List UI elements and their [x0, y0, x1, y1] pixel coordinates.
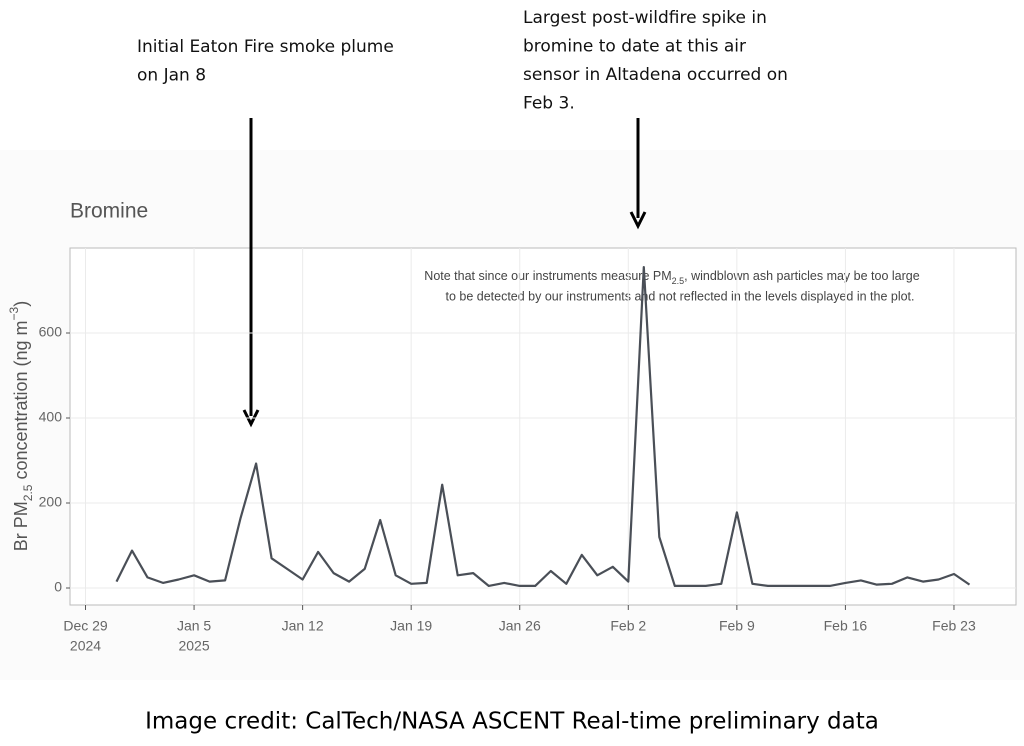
y-axis-label: Br PM2.5 concentration (ng m−3) [7, 301, 35, 551]
chart-title: Bromine [70, 200, 148, 223]
note-line: Note that since our instruments measure … [424, 269, 919, 286]
x-tick-label: Feb 23 [932, 618, 976, 634]
x-tick-label: Feb 16 [824, 618, 868, 634]
note-part: Note that since our instruments measure … [424, 269, 671, 283]
annotations: Initial Eaton Fire smoke plume on Jan 8 La… [137, 8, 788, 114]
y-axis-title-part: Br PM [11, 501, 31, 551]
plot-frame [69, 247, 1017, 606]
note: Note that since our instruments measure … [424, 269, 919, 303]
x-tick-label: Jan 12 [282, 618, 324, 634]
x-tick-year: 2024 [70, 638, 101, 654]
annotation-line: bromine to date at this air [523, 37, 746, 57]
y-axis-title-part: concentration (ng m [11, 320, 31, 484]
x-tick-label: Jan 19 [390, 618, 432, 634]
annotation-line: on Jan 8 [137, 66, 206, 86]
y-axis-title-part: 2.5 [21, 484, 35, 501]
x-tick-label: Dec 29 [63, 618, 108, 634]
arrow-head [242, 409, 260, 428]
note-part: 2.5 [672, 276, 685, 286]
annotation-line: Largest post-wildfire spike in [523, 8, 767, 28]
y-tick-label: 200 [39, 494, 63, 510]
x-tick-label: Jan 26 [499, 618, 541, 634]
note-part: , windblown ash particles may be too lar… [684, 269, 920, 283]
note-line: to be detected by our instruments and no… [445, 289, 914, 303]
x-tick-label: Jan 5 [177, 618, 211, 634]
y-tick-label: 400 [39, 409, 63, 425]
y-axis-title-part: ) [11, 301, 31, 307]
arrow-head [629, 211, 647, 230]
annotation-line: Initial Eaton Fire smoke plume [137, 37, 394, 57]
annotation-line: Feb 3. [523, 94, 575, 114]
x-tick-label: Feb 2 [610, 618, 646, 634]
y-axis-title: Br PM2.5 concentration (ng m−3) [7, 301, 35, 551]
y-axis-title-part: −3 [7, 306, 21, 320]
arrows [242, 118, 647, 428]
x-tick-year: 2025 [178, 638, 209, 654]
x-tick-label: Feb 9 [719, 618, 755, 634]
y-tick-label: 600 [39, 324, 63, 340]
data-line [115, 266, 971, 587]
credit: Image credit: CalTech/NASA ASCENT Real-t… [145, 709, 879, 735]
y-tick-label: 0 [54, 579, 62, 595]
annotation-line: sensor in Altadena occurred on [523, 65, 788, 85]
